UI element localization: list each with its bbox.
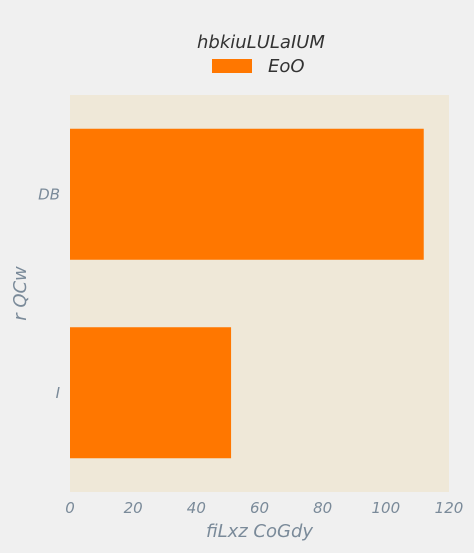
y-tick-label: DB: [38, 185, 60, 203]
bar-DB: [70, 128, 424, 260]
legend-entry: EoO: [212, 55, 305, 77]
legend-title: hbkiuLULaIUM: [197, 32, 325, 53]
x-tick-label: 120: [435, 499, 464, 517]
y-tick-labels: DB I: [38, 185, 60, 402]
x-tick-label: 40: [187, 499, 206, 517]
y-tick-label: I: [56, 384, 61, 402]
x-tick-labels: 0 20 40 60 80 100 120: [65, 499, 463, 517]
x-tick-label: 60: [250, 499, 269, 517]
bar-I: [70, 327, 232, 459]
x-tick-label: 80: [313, 499, 332, 517]
legend-swatch: [212, 59, 252, 73]
y-axis-label: r QCw: [10, 266, 31, 321]
x-tick-label: 20: [124, 499, 143, 517]
legend-label: EoO: [268, 55, 305, 77]
x-axis-label: fiLxz CoGdy: [206, 521, 313, 542]
x-tick-label: 0: [65, 499, 75, 517]
bars: [70, 128, 424, 459]
x-tick-label: 100: [372, 499, 401, 517]
